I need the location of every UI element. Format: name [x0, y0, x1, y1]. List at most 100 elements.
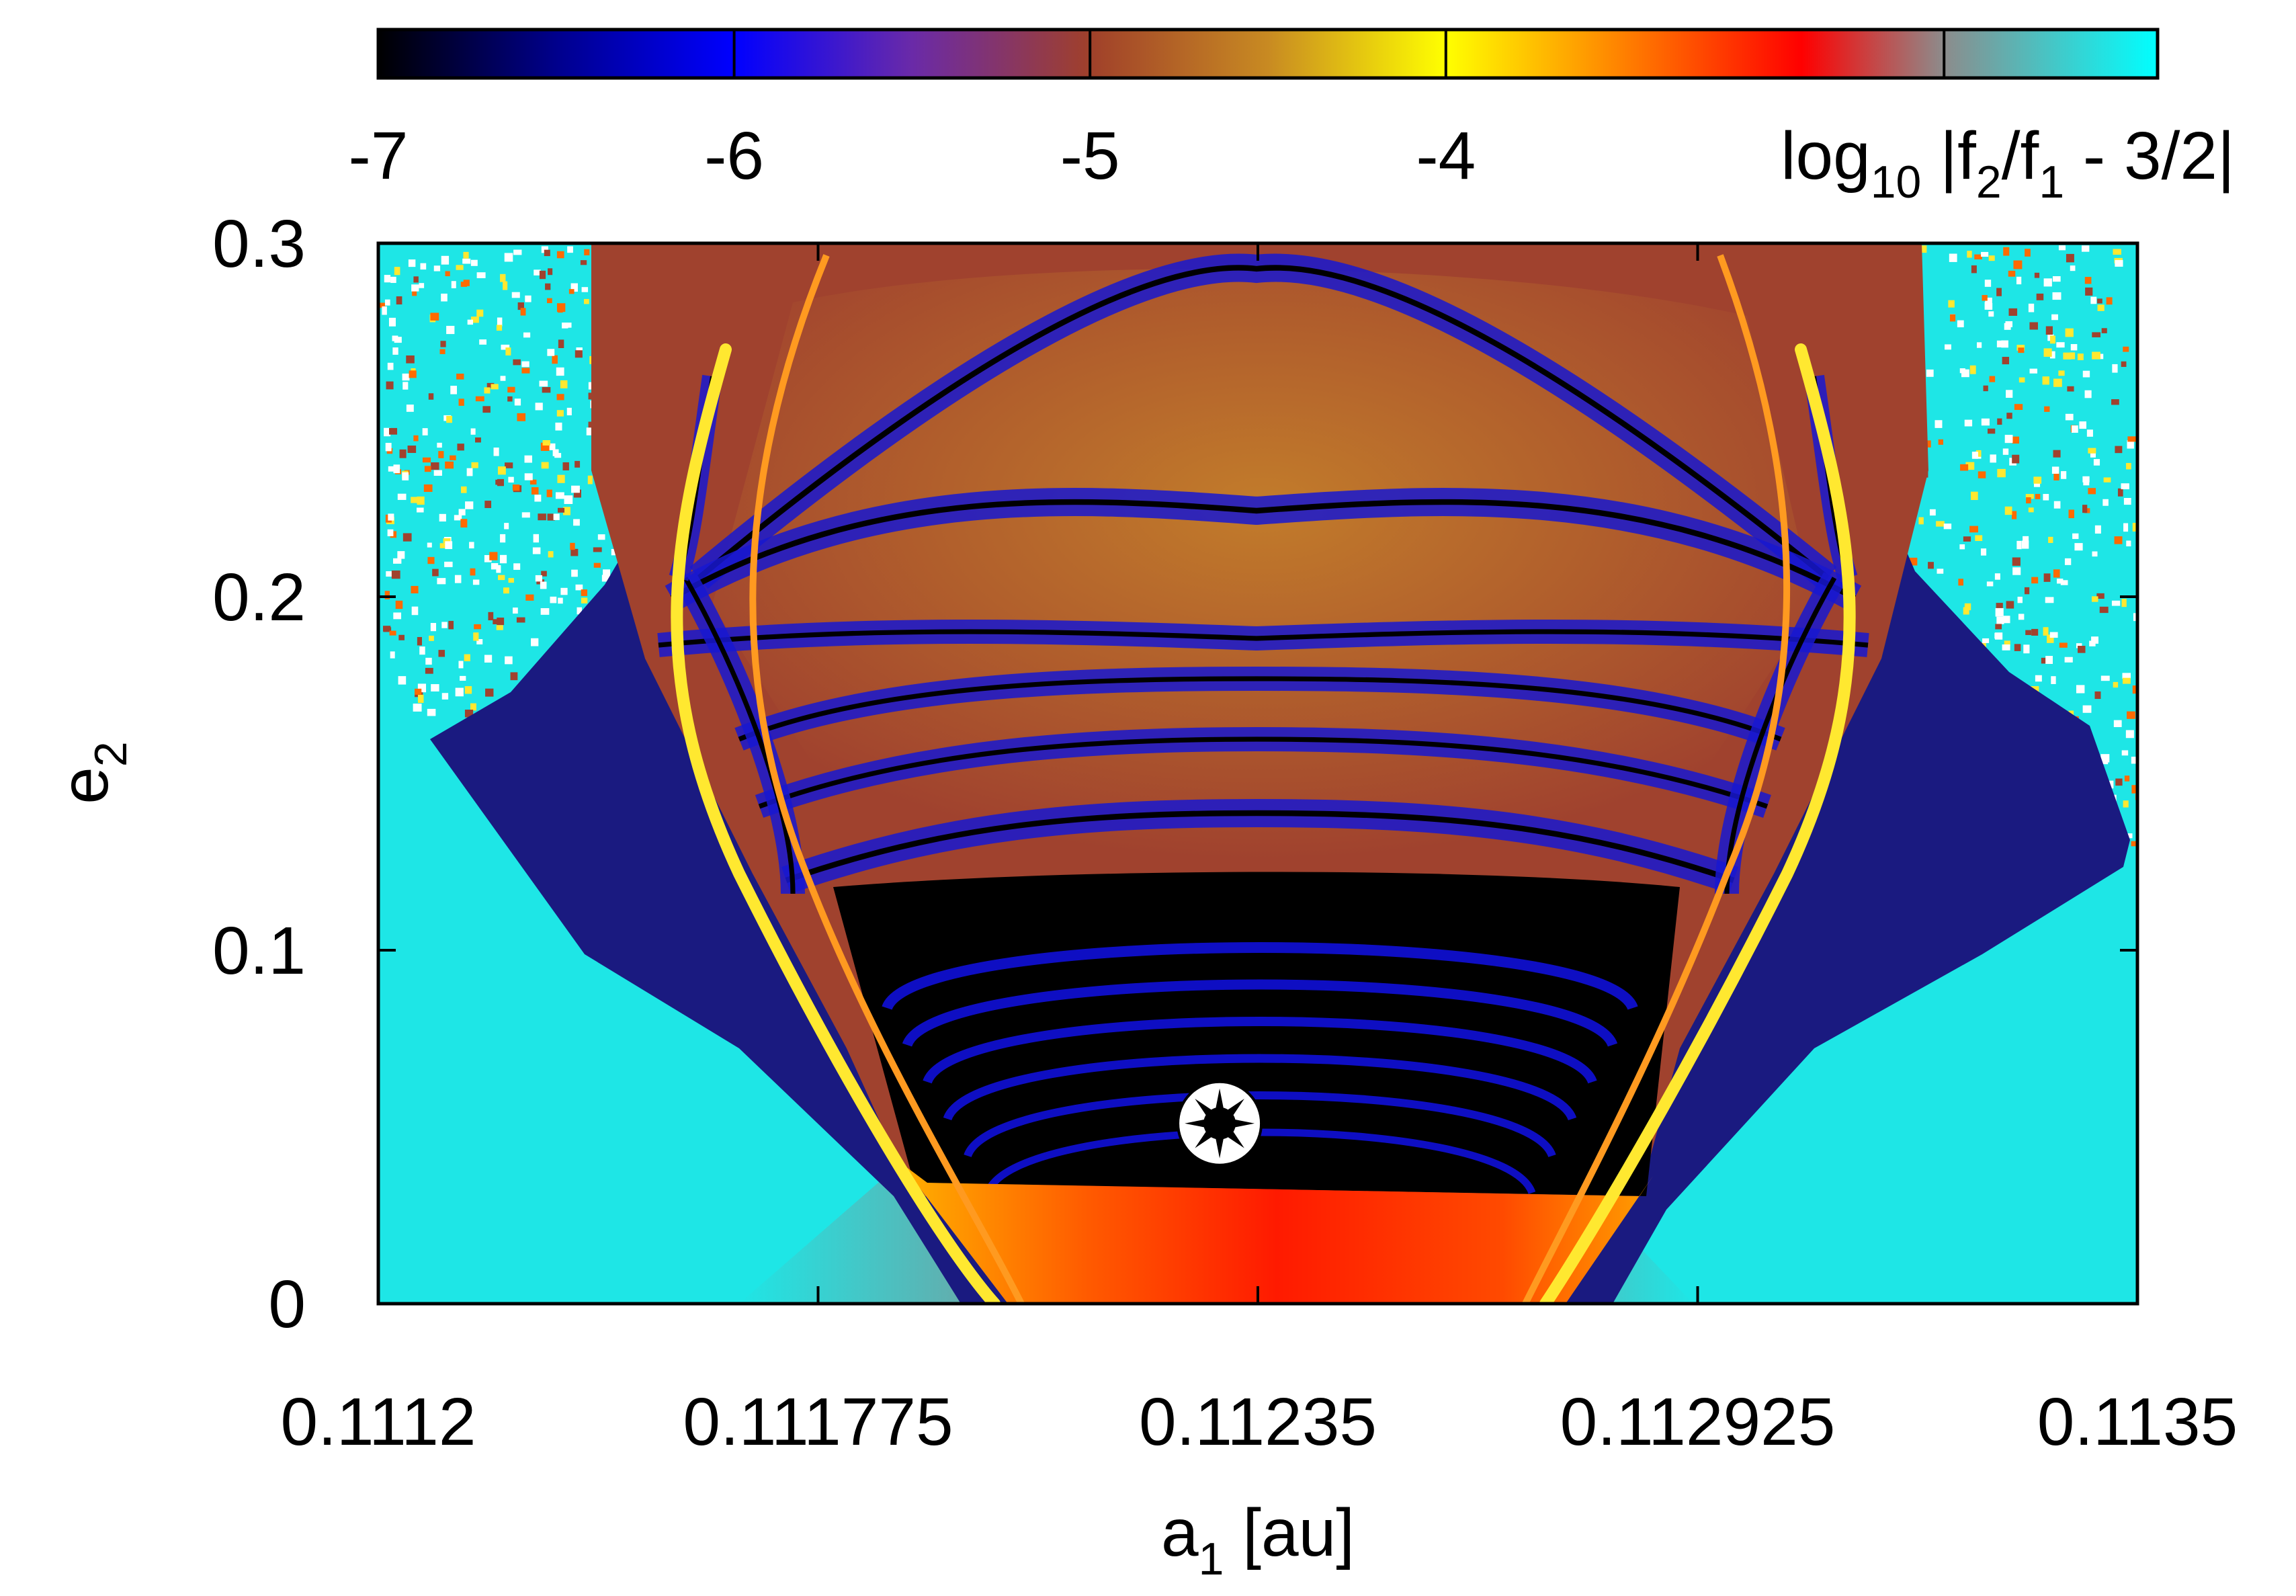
speckle: [514, 398, 521, 406]
speckle: [1926, 369, 1934, 377]
speckle: [2103, 477, 2111, 482]
speckle: [2088, 488, 2096, 495]
speckle: [411, 284, 419, 292]
speckle: [2043, 278, 2052, 287]
speckle: [2047, 634, 2054, 643]
speckle: [2021, 540, 2029, 549]
speckle: [2074, 543, 2083, 551]
speckle: [464, 686, 472, 694]
speckle: [2059, 642, 2068, 648]
resonance-core: [697, 265, 1830, 581]
marker-star-point: [1185, 1119, 1205, 1128]
speckle: [470, 568, 476, 576]
speckle: [461, 486, 467, 493]
speckle: [2117, 488, 2123, 497]
basin-arc: [923, 1017, 1597, 1085]
speckle: [2008, 270, 2016, 277]
speckle: [484, 501, 492, 509]
speckle: [2094, 525, 2101, 534]
speckle: [500, 376, 506, 381]
speckle: [1981, 251, 1989, 257]
speckle: [570, 283, 578, 292]
speckle: [1919, 245, 1927, 253]
speckle: [2025, 494, 2034, 499]
speckle: [470, 703, 476, 711]
speckle: [511, 292, 520, 298]
speckle: [496, 625, 503, 630]
speckle: [2102, 499, 2109, 506]
speckle: [398, 676, 407, 685]
speckle: [2101, 328, 2107, 333]
speckle: [2090, 451, 2096, 458]
speckle: [1960, 464, 1969, 471]
speckle: [417, 694, 424, 703]
speckle: [597, 534, 605, 540]
speckle: [464, 709, 474, 718]
speckle: [1937, 569, 1944, 574]
speckle: [552, 449, 559, 456]
speckle: [2016, 276, 2022, 285]
speckle: [2094, 691, 2101, 700]
speckle: [2012, 511, 2017, 519]
speckle: [507, 386, 515, 393]
speckle: [2114, 536, 2123, 544]
speckle: [544, 249, 550, 257]
speckle: [2113, 720, 2122, 727]
speckle: [425, 657, 432, 665]
speckle: [454, 575, 462, 583]
speckle: [2082, 476, 2090, 482]
speckle: [1918, 517, 1924, 525]
speckle: [427, 542, 432, 548]
speckle: [430, 312, 439, 321]
speckle: [458, 661, 464, 669]
speckle: [2043, 627, 2049, 636]
speckle: [556, 367, 564, 376]
speckle: [2036, 293, 2044, 300]
speckle: [1996, 603, 2003, 611]
speckle: [1936, 521, 1945, 527]
speckle: [450, 455, 456, 460]
x-tick-label: 0.1135: [2037, 1384, 2238, 1460]
speckle: [465, 501, 474, 509]
speckle: [2016, 540, 2022, 550]
speckle: [2064, 558, 2072, 565]
speckle: [2058, 245, 2066, 251]
speckle: [495, 479, 503, 485]
speckle: [533, 534, 540, 543]
speckle: [555, 422, 562, 431]
speckle: [2008, 308, 2018, 316]
speckle: [392, 335, 398, 341]
speckle: [2042, 376, 2049, 385]
colorbar-tick-label: -4: [1416, 118, 1476, 194]
speckle: [2053, 472, 2059, 480]
speckle: [545, 283, 551, 290]
speckle: [1908, 557, 1918, 566]
basin-arc: [902, 979, 1618, 1048]
speckle: [474, 624, 481, 630]
speckle: [390, 651, 395, 659]
speckle: [496, 325, 503, 331]
speckle: [573, 519, 580, 526]
speckle: [500, 534, 506, 543]
speckle: [2041, 657, 2049, 664]
speckle: [2051, 466, 2059, 474]
x-tick-label: 0.111775: [683, 1384, 953, 1460]
speckle: [394, 267, 400, 276]
speckle: [1996, 616, 2004, 624]
speckle: [1997, 418, 2002, 425]
speckle: [2081, 245, 2090, 252]
speckle: [2126, 462, 2131, 470]
speckle: [593, 562, 601, 568]
speckle: [441, 693, 449, 700]
speckle: [601, 575, 610, 582]
speckle: [2125, 730, 2134, 739]
speckle: [513, 359, 521, 366]
speckle: [484, 655, 493, 663]
speckle: [525, 594, 534, 601]
resonance-core: [785, 810, 1735, 883]
speckle: [577, 607, 582, 615]
speckle: [2061, 471, 2067, 479]
speckle: [475, 396, 484, 402]
speckle: [2051, 676, 2056, 684]
speckle: [584, 298, 589, 304]
